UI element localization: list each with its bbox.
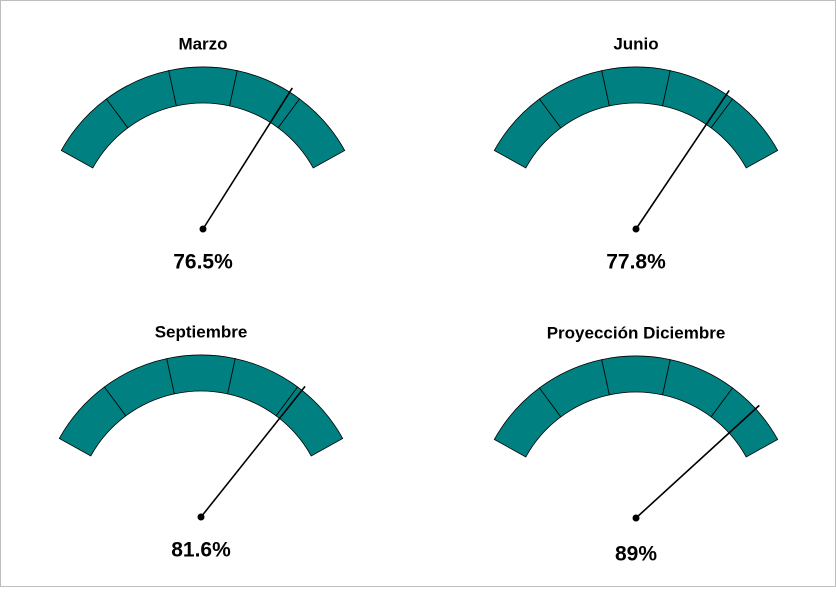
value-label: 76.5%	[173, 251, 233, 274]
gauge-title: Septiembre	[155, 322, 248, 341]
gauge-band	[275, 386, 344, 457]
gauge-band	[166, 354, 236, 395]
gauge-title: Junio	[613, 34, 658, 53]
gauge-band	[277, 98, 346, 169]
gauge-band	[601, 355, 671, 396]
value-label: 81.6%	[171, 539, 231, 562]
gauge-needle	[635, 404, 760, 519]
value-label: 77.8%	[606, 251, 666, 274]
gauge-needle	[635, 89, 730, 230]
needle-hub	[632, 225, 640, 233]
gauge-needle	[200, 385, 306, 518]
gauge-band	[168, 66, 238, 107]
gauge-band	[710, 387, 779, 458]
gauge-band	[710, 98, 779, 169]
gauge-title: Marzo	[178, 34, 227, 53]
needle-hub	[632, 514, 640, 522]
gauge-band	[601, 66, 671, 107]
value-label: 89%	[615, 543, 657, 566]
gauge-needle	[202, 87, 293, 230]
needle-hub	[197, 513, 205, 521]
needle-hub	[199, 225, 207, 233]
gauge-title: Proyección Diciembre	[547, 323, 726, 342]
